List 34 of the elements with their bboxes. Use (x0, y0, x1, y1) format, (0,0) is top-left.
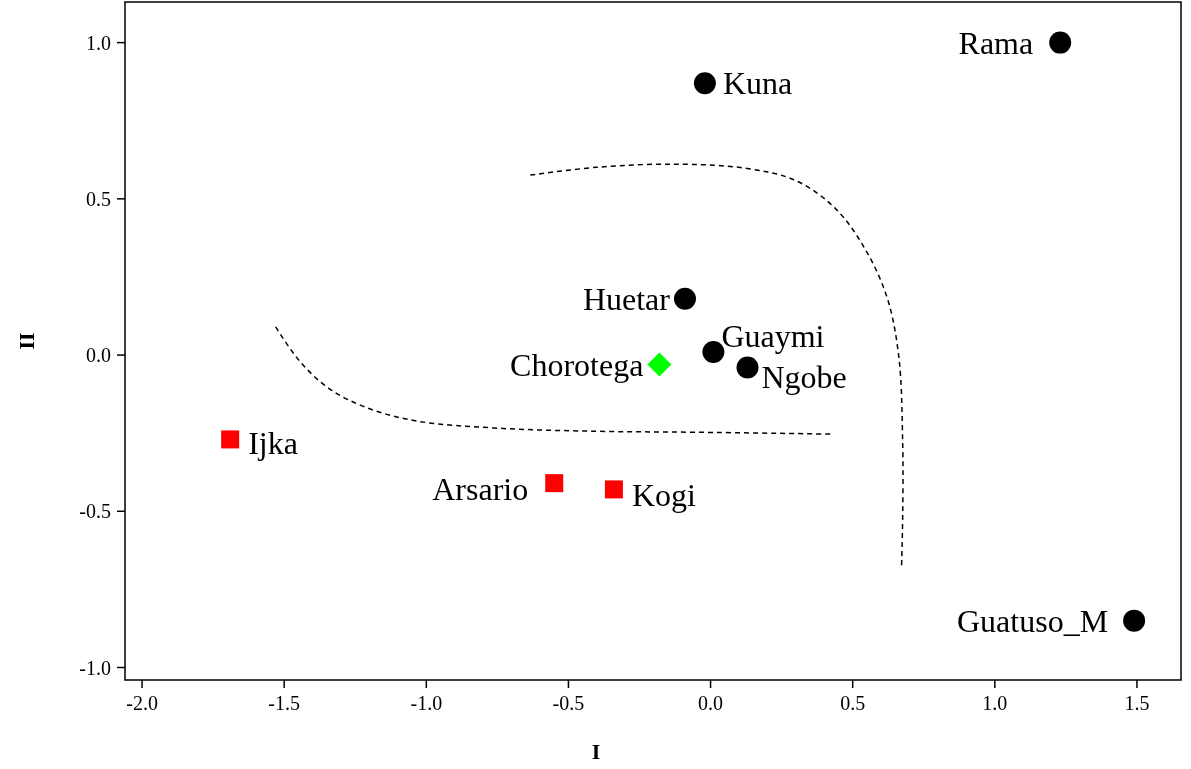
annotation: Guaymi (721, 318, 825, 355)
x-tick-label: -1.5 (268, 692, 301, 714)
annotation: Kogi (631, 476, 697, 513)
annotation: Arsario (432, 471, 529, 508)
point (647, 352, 672, 377)
point (604, 480, 623, 499)
annotation: Chorotega (510, 346, 644, 383)
x-tick-label: -2.0 (126, 692, 158, 714)
x-tick-label: -0.5 (552, 692, 585, 714)
annotation: Ngobe (761, 358, 847, 395)
y-axis-title: II (14, 332, 39, 350)
x-tick-label: 1.0 (982, 692, 1008, 714)
point (1049, 31, 1072, 54)
annotation: Guatuso_M (956, 602, 1109, 639)
y-tick-label: 0.0 (86, 344, 111, 367)
x-tick-label: 1.5 (1124, 692, 1150, 714)
point (736, 356, 759, 379)
annotation: Ijka (248, 424, 298, 461)
y-tick-label: 1.0 (86, 31, 111, 54)
x-tick-label: 0.5 (840, 692, 866, 714)
point (221, 430, 240, 449)
y-tick-label: -1.0 (79, 656, 111, 679)
annotation: Huetar (582, 281, 671, 318)
point (673, 287, 696, 310)
point (693, 72, 716, 95)
annotation: Kuna (722, 65, 793, 102)
x-axis-title: I (591, 739, 601, 764)
x-tick-label: -1.0 (410, 692, 443, 714)
y-tick-label: -0.5 (79, 500, 111, 523)
x-tick-label: 0.0 (698, 692, 724, 714)
annotation: Rama (958, 24, 1034, 61)
y-tick-label: 0.5 (86, 187, 111, 210)
point (1123, 609, 1146, 632)
point (545, 474, 564, 493)
